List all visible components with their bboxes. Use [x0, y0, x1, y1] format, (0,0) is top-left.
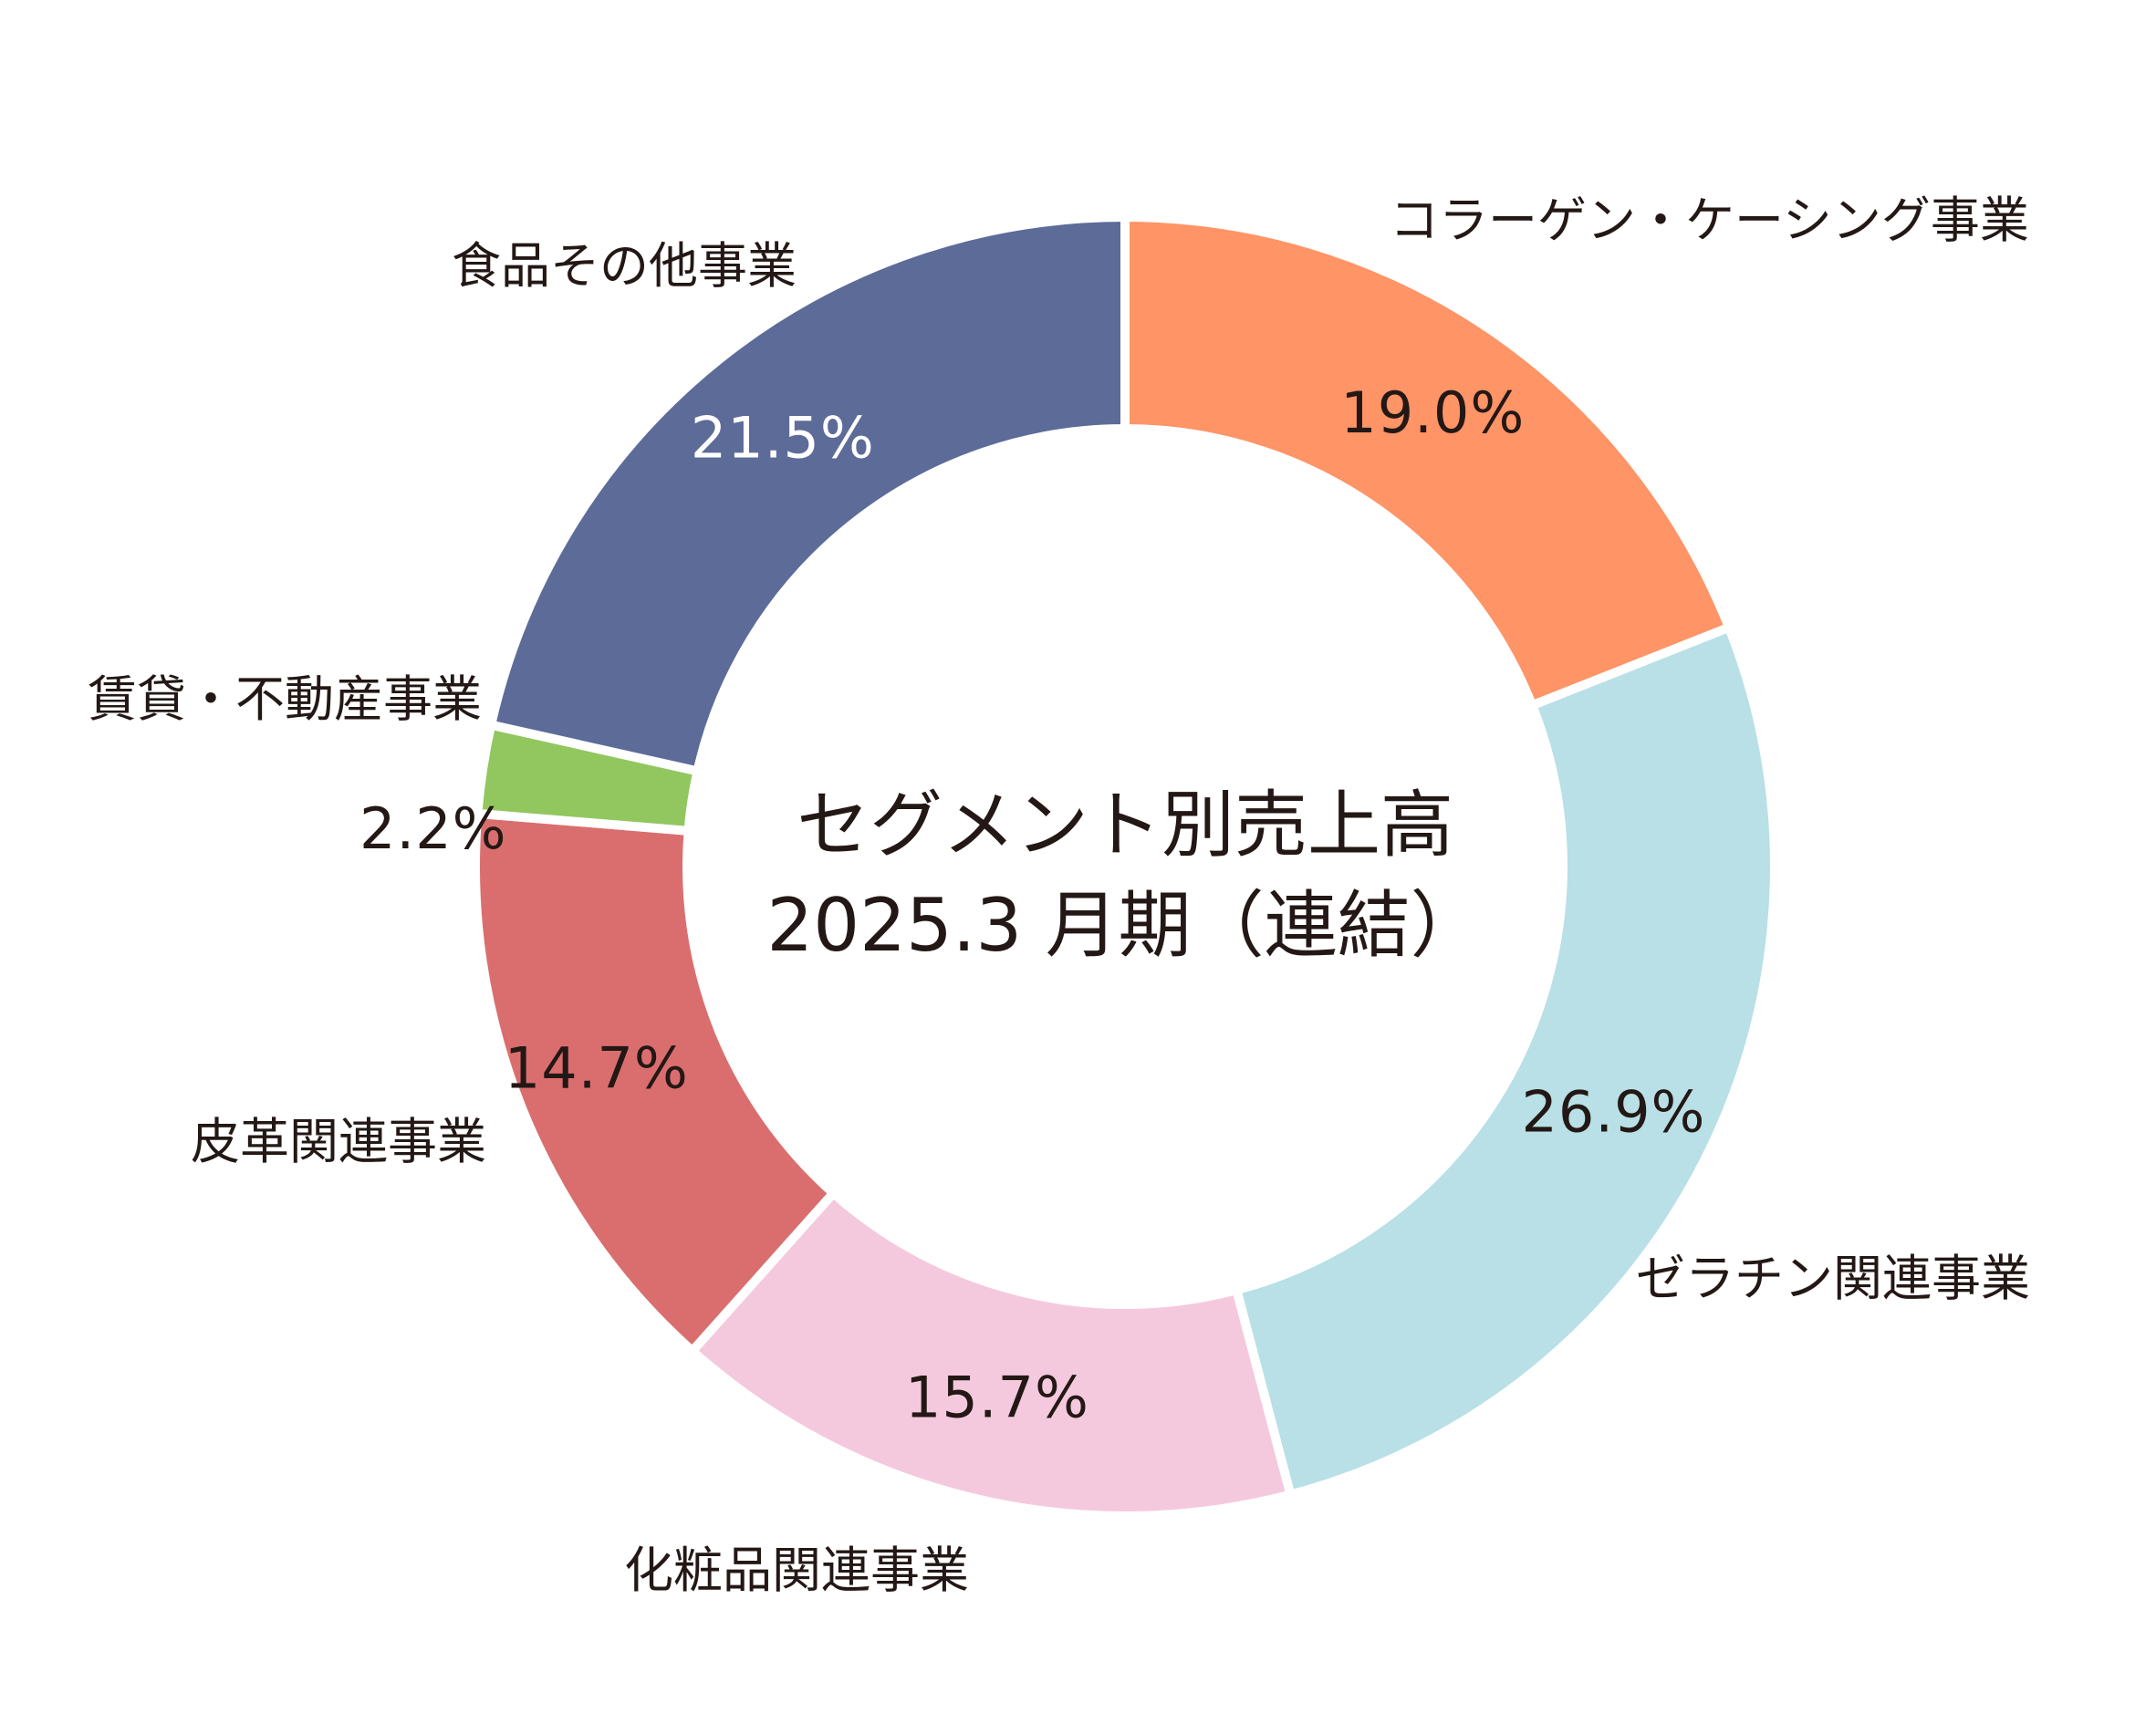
slice-group — [471, 212, 1779, 1521]
percent-label-3: 15.7% — [905, 1364, 1089, 1430]
percent-label-6: 21.5% — [691, 405, 875, 472]
slice-4 — [471, 808, 840, 1358]
percent-label-5: 2.2% — [359, 795, 507, 862]
slice-2 — [1231, 621, 1779, 1501]
segment-label-3: 化粧品関連事業 — [624, 1542, 969, 1599]
segment-label-2: ゼラチン関連事業 — [1636, 1250, 2030, 1307]
segment-label-4: 皮革関連事業 — [191, 1113, 486, 1170]
segment-label-6: 食品その他事業 — [452, 237, 797, 295]
percent-label-group: 19.0% 26.9% 15.7% 14.7% 2.2% 21.5% — [359, 379, 1705, 1431]
percent-label-1: 19.0% — [1340, 379, 1525, 446]
segment-label-5: 賃貸・不動産事業 — [88, 670, 482, 728]
segment-label-1: コラーゲン・ケーシング事業 — [1390, 192, 2029, 249]
center-title-line-2: 2025.3 月期（連結） — [766, 883, 1483, 968]
percent-label-4: 14.7% — [505, 1035, 689, 1102]
center-title-line-1: セグメント別売上高 — [797, 783, 1453, 867]
percent-label-2: 26.9% — [1521, 1079, 1705, 1146]
slice-1 — [1120, 212, 1735, 711]
slice-6 — [485, 212, 1130, 777]
slice-3 — [685, 1186, 1297, 1521]
